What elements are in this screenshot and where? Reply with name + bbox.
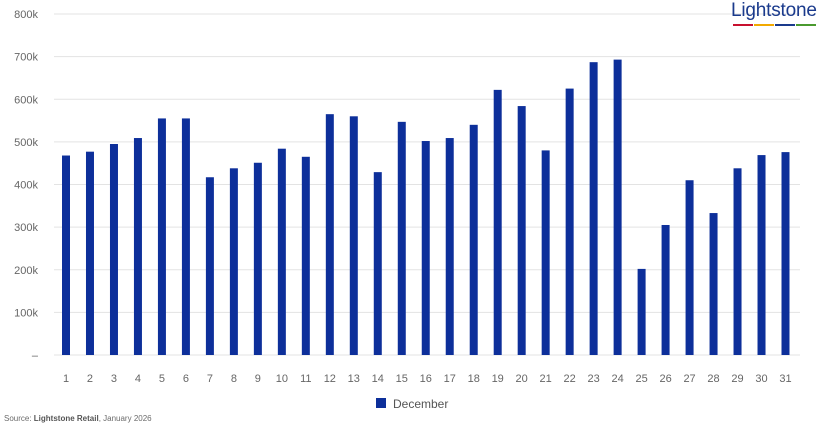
x-tick-label: 31 [779, 373, 791, 385]
bar-day-8[interactable] [229, 168, 238, 355]
bar-day-4[interactable] [133, 138, 142, 355]
x-tick-label: 15 [396, 373, 408, 385]
bar-day-13[interactable] [349, 116, 358, 355]
source-note: Source: Lightstone Retail, January 2026 [4, 414, 152, 423]
bar-day-24[interactable] [613, 59, 622, 356]
x-tick-label: 13 [348, 373, 360, 385]
x-tick-label: 17 [444, 373, 456, 385]
bar-day-28[interactable] [709, 213, 718, 355]
bar-day-2[interactable] [85, 151, 94, 355]
bar-day-9[interactable] [253, 162, 262, 355]
logo-text: Lightstone [731, 0, 817, 21]
logo-bar-red [733, 24, 753, 26]
x-tick-label: 8 [231, 373, 237, 385]
bar-day-20[interactable] [517, 106, 526, 355]
bar-day-14[interactable] [373, 172, 382, 355]
bar-day-1[interactable] [62, 155, 70, 355]
y-axis: – 100k 200k 300k 400k 500k 600k 700k 800k [14, 9, 39, 362]
bar-day-21[interactable] [541, 150, 550, 355]
x-tick-label: 26 [659, 373, 671, 385]
x-tick-label: 28 [707, 373, 719, 385]
source-prefix: Source: [4, 414, 34, 423]
y-tick-label: 600k [14, 94, 38, 106]
x-tick-label: 12 [324, 373, 336, 385]
bar-day-7[interactable] [205, 177, 214, 355]
bar-day-22[interactable] [565, 88, 574, 355]
bar-day-25[interactable] [637, 268, 646, 355]
y-tick-label: 200k [14, 265, 38, 277]
x-tick-label: 11 [300, 373, 311, 385]
bar-day-12[interactable] [325, 114, 334, 355]
legend[interactable]: December [376, 397, 448, 411]
y-tick-label: – [32, 350, 39, 362]
logo-bar-blue [775, 24, 795, 26]
logo-bar-yellow [754, 24, 774, 26]
x-tick-label: 1 [63, 373, 69, 385]
x-tick-label: 23 [588, 373, 600, 385]
bar-day-17[interactable] [445, 138, 454, 355]
x-tick-label: 18 [468, 373, 480, 385]
legend-swatch-december [376, 398, 386, 408]
logo-bar-green [796, 24, 816, 26]
bar-day-31[interactable] [781, 152, 790, 355]
bar-day-6[interactable] [181, 118, 190, 356]
bar-day-26[interactable] [661, 224, 670, 355]
x-tick-label: 25 [635, 373, 647, 385]
y-tick-label: 500k [14, 137, 38, 149]
x-tick-label: 27 [683, 373, 695, 385]
x-tick-label: 2 [87, 373, 93, 385]
bar-day-3[interactable] [109, 144, 118, 355]
lightstone-logo: Lightstone [731, 0, 817, 28]
x-tick-label: 4 [135, 373, 141, 385]
bar-day-10[interactable] [277, 148, 286, 355]
x-tick-label: 29 [731, 373, 743, 385]
bar-day-11[interactable] [301, 156, 310, 355]
bar-series-december [62, 59, 790, 356]
x-tick-label: 19 [492, 373, 504, 385]
x-axis: 1 2 3 4 5 6 7 8 9 10 11 12 13 14 15 16 17 18 19 20 21 22 23 24 2… [63, 373, 792, 385]
y-tick-label: 400k [14, 180, 38, 192]
bar-day-30[interactable] [757, 155, 766, 355]
x-tick-label: 21 [540, 373, 552, 385]
x-tick-label: 7 [207, 373, 213, 385]
bar-day-23[interactable] [589, 62, 598, 356]
source-date: , January 2026 [98, 414, 152, 423]
x-tick-label: 14 [372, 373, 384, 385]
y-tick-label: 100k [14, 307, 38, 319]
x-tick-label: 5 [159, 373, 165, 385]
legend-label-december: December [393, 397, 448, 411]
x-tick-label: 3 [111, 373, 117, 385]
source-org: Lightstone Retail [33, 414, 99, 423]
x-tick-label: 6 [183, 373, 189, 385]
bar-day-5[interactable] [157, 118, 166, 356]
bar-day-29[interactable] [733, 168, 742, 355]
bar-day-16[interactable] [421, 141, 430, 355]
y-tick-label: 300k [14, 222, 38, 234]
y-tick-label: 800k [14, 9, 38, 21]
bar-day-19[interactable] [493, 89, 502, 356]
bar-day-18[interactable] [469, 124, 478, 355]
x-tick-label: 24 [611, 373, 623, 385]
y-tick-label: 700k [14, 52, 38, 64]
x-tick-label: 20 [516, 373, 528, 385]
bar-day-15[interactable] [397, 121, 406, 355]
x-tick-label: 30 [755, 373, 767, 385]
x-tick-label: 16 [420, 373, 432, 385]
x-tick-label: 10 [276, 373, 288, 385]
bar-day-27[interactable] [685, 180, 694, 355]
x-tick-label: 22 [564, 373, 576, 385]
x-tick-label: 9 [255, 373, 261, 385]
